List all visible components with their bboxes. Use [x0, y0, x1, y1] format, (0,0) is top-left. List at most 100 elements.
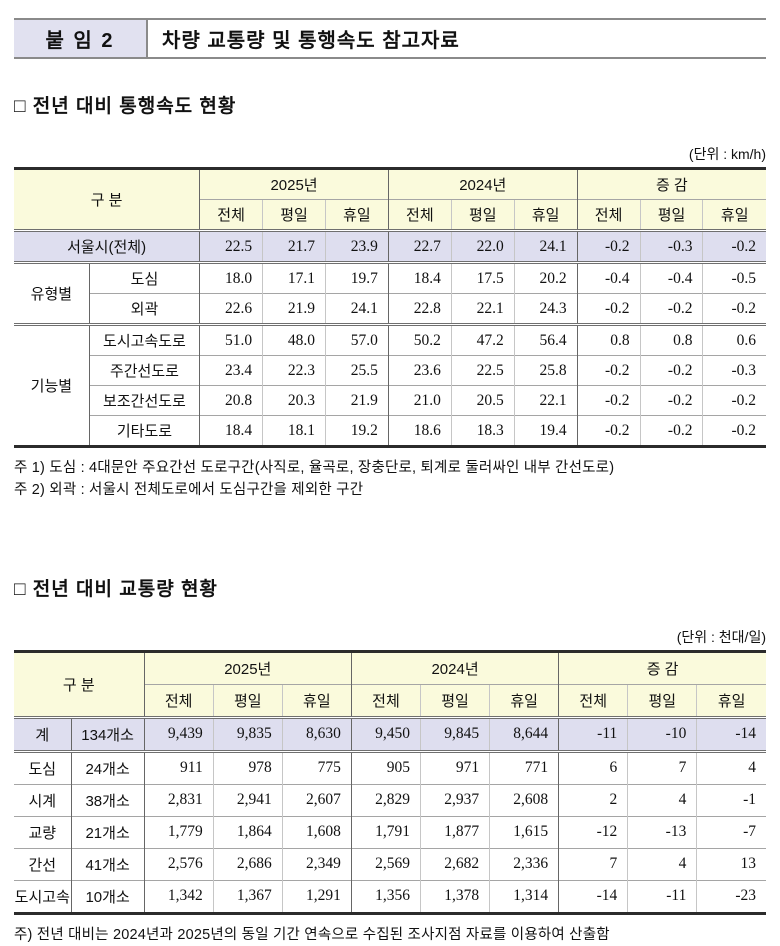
table-row: 주간선도로 23.4 22.3 25.5 23.6 22.5 25.8 -0.2 -0.2 -0.…: [14, 355, 766, 386]
cell-value: 8,644: [489, 715, 559, 752]
cell-value: -0.2: [576, 229, 641, 263]
row-subcategory: 10개소: [70, 879, 145, 914]
column-header-diff: 증 감: [576, 168, 766, 200]
cell-value: 1,367: [212, 879, 283, 914]
volume-table-body: 계 134개소 9,439 9,835 8,630 9,450 9,845 8,644 -11-…: [14, 715, 766, 914]
cell-value: 48.0: [262, 323, 326, 356]
cell-value: -14: [696, 715, 766, 752]
subheader-holiday: 휴일: [281, 683, 352, 718]
subheader-total: 전체: [558, 683, 628, 718]
cell-value: -0.5: [702, 261, 766, 294]
cell-value: 21.9: [324, 385, 389, 416]
cell-value: 0.8: [576, 323, 641, 356]
cell-value: 22.1: [450, 293, 515, 325]
cell-value: 22.0: [450, 229, 515, 263]
table-row: 시계 38개소 2,831 2,941 2,607 2,829 2,937 2,608 2 4 -1: [14, 783, 766, 817]
cell-value: -0.2: [702, 385, 766, 416]
column-header-category: 구 분: [14, 651, 145, 718]
cell-value: 19.2: [324, 415, 389, 447]
cell-value: 24.3: [513, 293, 578, 325]
cell-value: 50.2: [387, 323, 452, 356]
cell-value: -0.2: [702, 293, 766, 325]
cell-value: 2,569: [350, 847, 421, 881]
cell-value: -0.4: [576, 261, 641, 294]
cell-value: 1,791: [350, 815, 421, 849]
cell-value: 13: [696, 847, 766, 881]
cell-value: 22.5: [199, 229, 263, 263]
cell-value: -0.3: [702, 355, 766, 386]
table-row: 도심 24개소 911 978 775 905 971 771 6 7 4: [14, 749, 766, 785]
cell-value: 25.8: [513, 355, 578, 386]
cell-value: -23: [696, 879, 766, 914]
cell-value: -0.2: [702, 229, 766, 263]
row-subcategory: 보조간선도로: [88, 385, 200, 416]
cell-value: -0.2: [639, 355, 703, 386]
cell-value: 978: [212, 749, 283, 785]
cell-value: 6: [558, 749, 628, 785]
speed-unit-label: (단위 : km/h): [688, 146, 766, 162]
row-category: 유형별: [14, 261, 90, 325]
column-header-2024: 2024년: [350, 651, 559, 685]
row-category: 계: [14, 715, 72, 752]
cell-value: 24.1: [324, 293, 389, 325]
cell-value: 19.7: [324, 261, 389, 294]
cell-value: 18.1: [262, 415, 326, 447]
table-row: 교량 21개소 1,779 1,864 1,608 1,791 1,877 1,615 -12-…: [14, 815, 766, 849]
cell-value: 4: [627, 847, 697, 881]
cell-value: 2,608: [489, 783, 559, 817]
table-row: 계 134개소 9,439 9,835 8,630 9,450 9,845 8,644 -11-…: [14, 715, 766, 752]
cell-value: -10: [627, 715, 697, 752]
row-category: 시계: [14, 783, 72, 817]
subheader-holiday: 휴일: [324, 199, 389, 231]
row-subcategory: 134개소: [70, 715, 145, 752]
cell-value: 1,608: [281, 815, 352, 849]
table-row: 보조간선도로 20.8 20.3 21.9 21.0 20.5 22.1 -0.2 -0.2 -0…: [14, 385, 766, 416]
cell-value: 775: [281, 749, 352, 785]
cell-value: 2,829: [350, 783, 421, 817]
cell-value: 19.4: [513, 415, 578, 447]
footnote: 주) 전년 대비는 2024년과 2025년의 동일 기간 연속으로 수집된 조…: [14, 926, 610, 943]
cell-value: 1,864: [212, 815, 283, 849]
cell-value: 18.3: [450, 415, 515, 447]
cell-value: -13: [627, 815, 697, 849]
cell-value: 2,576: [143, 847, 214, 881]
subheader-weekday: 평일: [639, 199, 703, 231]
cell-value: -12: [558, 815, 628, 849]
cell-value: 2,686: [212, 847, 283, 881]
subheader-weekday: 평일: [450, 199, 515, 231]
cell-value: -0.2: [576, 415, 641, 447]
cell-value: 905: [350, 749, 421, 785]
cell-value: 771: [489, 749, 559, 785]
cell-value: 22.1: [513, 385, 578, 416]
cell-value: -0.2: [639, 385, 703, 416]
column-header-2025: 2025년: [199, 168, 389, 200]
volume-table: 구 분 2025년 2024년 증 감 전체 평일 휴일 전체 평일 휴일 전체…: [14, 649, 766, 915]
row-subcategory: 외곽: [88, 293, 200, 325]
subheader-total: 전체: [350, 683, 421, 718]
cell-value: 2,349: [281, 847, 352, 881]
cell-value: 7: [627, 749, 697, 785]
row-category: 교량: [14, 815, 72, 849]
cell-value: 1,378: [419, 879, 490, 914]
cell-value: 2,937: [419, 783, 490, 817]
subheader-total: 전체: [387, 199, 452, 231]
cell-value: -0.3: [639, 229, 703, 263]
speed-table-body: 서울시(전체) 22.5 21.7 23.9 22.7 22.0 24.1 -0.2 -0.3-…: [14, 229, 766, 447]
cell-value: -0.2: [576, 385, 641, 416]
attachment-number-box: 붙 임 2: [14, 20, 148, 57]
cell-value: 20.2: [513, 261, 578, 294]
cell-value: 21.9: [262, 293, 326, 325]
cell-value: 1,342: [143, 879, 214, 914]
speed-table: 구 분 2025년 2024년 증 감 전체 평일 휴일 전체 평일 휴일 전체…: [14, 167, 766, 448]
volume-notes: 주) 전년 대비는 2024년과 2025년의 동일 기간 연속으로 수집된 조…: [14, 924, 766, 946]
cell-value: 18.0: [199, 261, 263, 294]
row-subcategory: 도시고속도로: [88, 323, 200, 356]
cell-value: 1,877: [419, 815, 490, 849]
cell-value: 21.7: [262, 229, 326, 263]
column-header-2025: 2025년: [143, 651, 352, 685]
row-category: 기능별: [14, 323, 90, 447]
cell-value: 22.5: [450, 355, 515, 386]
row-category: 서울시(전체): [14, 229, 200, 263]
cell-value: 0.8: [639, 323, 703, 356]
cell-value: -0.2: [639, 415, 703, 447]
